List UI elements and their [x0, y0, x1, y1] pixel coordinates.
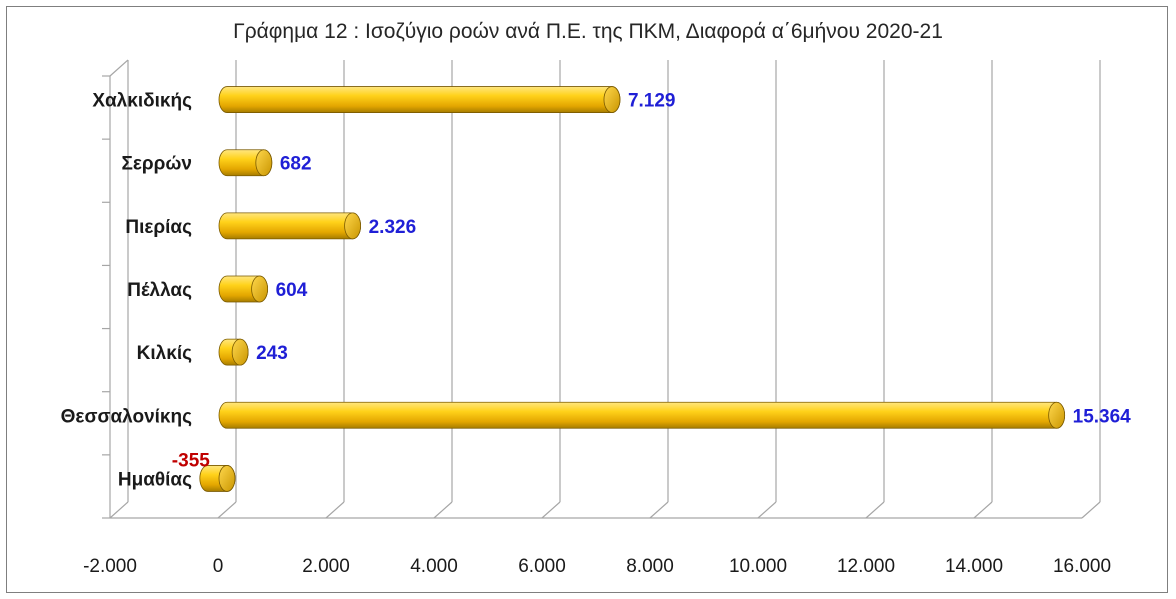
- gridline-floor: [973, 501, 993, 519]
- x-tick-label: 12.000: [837, 556, 895, 577]
- bar: [218, 338, 249, 366]
- category-label: Πέλλας: [127, 280, 192, 301]
- data-label: 7.129: [628, 91, 676, 112]
- bar-end-cap: [218, 465, 236, 492]
- gridline-floor: [217, 501, 237, 519]
- side-wall-top-edge: [109, 59, 129, 77]
- bar-body: [218, 86, 621, 113]
- x-tick-label: 6.000: [518, 556, 566, 577]
- bar-end-cap: [255, 149, 273, 177]
- bar-body: [218, 401, 1066, 429]
- x-tick-label: 4.000: [410, 556, 458, 577]
- data-label: 15.364: [1073, 406, 1132, 427]
- bar: [199, 465, 236, 492]
- x-tick-label: 14.000: [945, 556, 1003, 577]
- gridline-floor: [865, 501, 885, 519]
- gridline-floor: [541, 501, 561, 519]
- x-tick-label: 16.000: [1053, 556, 1111, 577]
- data-label: -355: [172, 450, 210, 471]
- bar: [218, 401, 1066, 429]
- bar-end-cap: [1048, 401, 1066, 429]
- bar-end-cap: [251, 275, 269, 303]
- bar: [218, 212, 362, 240]
- x-tick-label: 10.000: [729, 556, 787, 577]
- gridline-floor: [325, 501, 345, 519]
- category-label: Θεσσαλονίκης: [61, 406, 192, 427]
- bar: [218, 149, 273, 177]
- category-label: Σερρών: [121, 154, 192, 175]
- bar-end-cap: [231, 338, 249, 366]
- data-label: 243: [256, 343, 288, 364]
- category-label: Κιλκίς: [137, 343, 192, 364]
- bar-end-cap: [344, 212, 362, 240]
- x-tick-label: 8.000: [626, 556, 674, 577]
- category-label: Χαλκιδικής: [92, 91, 192, 112]
- bar: [218, 86, 621, 113]
- x-tick-label: -2.000: [83, 556, 137, 577]
- category-label: Ημαθίας: [118, 469, 192, 490]
- bar-layer: [199, 86, 1066, 492]
- gridline-floor: [433, 501, 453, 519]
- data-label: 2.326: [369, 217, 417, 238]
- bar-end-cap: [603, 86, 621, 113]
- bar-body: [218, 212, 362, 240]
- x-tick-label: 2.000: [302, 556, 350, 577]
- data-label: 604: [276, 280, 308, 301]
- gridline-floor: [649, 501, 669, 519]
- x-tick-label: 0: [213, 556, 224, 577]
- chart-title: Γράφημα 12 : Ισοζύγιο ροών ανά Π.Ε. της …: [233, 20, 943, 43]
- label-layer: -2.000 0 2.000 4.000 6.000 8.000 10.000 12.000 1…: [61, 91, 1132, 577]
- category-label: Πιερίας: [125, 217, 192, 238]
- gridline-floor: [757, 501, 777, 519]
- gridline-floor: [109, 501, 129, 519]
- gridline-floor: [1081, 501, 1101, 519]
- bar: [218, 275, 269, 303]
- data-label: 682: [280, 154, 312, 175]
